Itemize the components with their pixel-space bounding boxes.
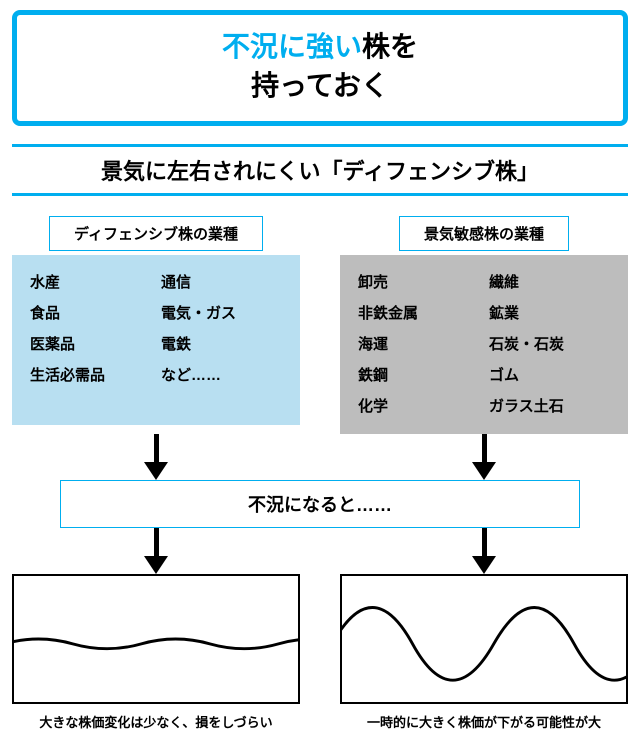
recession-bar: 不況になると…… <box>60 480 580 528</box>
sector-item: 卸売 <box>358 271 479 292</box>
recession-label: 不況になると…… <box>248 495 392 515</box>
sector-item: 海運 <box>358 333 479 354</box>
sector-item: 食品 <box>30 302 151 323</box>
sensitive-caption: 一時的に大きく株価が下がる可能性が大 <box>367 712 601 731</box>
sector-item: ガラス土石 <box>489 395 610 416</box>
arrow-down-icon <box>144 434 168 480</box>
defensive-column: ディフェンシブ株の業種 水産 通信 食品 電気・ガス 医薬品 電鉄 生活必需品 … <box>12 216 300 434</box>
sector-item: 化学 <box>358 395 479 416</box>
sector-item: など…… <box>161 364 282 385</box>
sector-item: 鉄鋼 <box>358 364 479 385</box>
sector-item: 電鉄 <box>161 333 282 354</box>
sector-item: 繊維 <box>489 271 610 292</box>
sector-item: 石炭・石炭 <box>489 333 610 354</box>
subtitle-bar: 景気に左右されにくい「ディフェンシブ株」 <box>12 144 628 196</box>
sector-item: 非鉄金属 <box>358 302 479 323</box>
subtitle-text: 景気に左右されにくい「ディフェンシブ株」 <box>101 159 539 184</box>
wave-chart-icon <box>14 576 298 702</box>
arrows-lower <box>12 528 628 574</box>
arrow-down-icon <box>472 434 496 480</box>
arrow-down-icon <box>472 528 496 574</box>
sensitive-label: 景気敏感株の業種 <box>399 216 569 251</box>
defensive-wave-col: 大きな株価変化は少なく、損をしづらい <box>12 574 300 731</box>
defensive-wave-path <box>14 639 298 649</box>
sector-item: 生活必需品 <box>30 364 151 385</box>
sector-item: 医薬品 <box>30 333 151 354</box>
defensive-caption: 大きな株価変化は少なく、損をしづらい <box>39 712 272 731</box>
defensive-wave-box <box>12 574 300 704</box>
sensitive-sector-box: 卸売 繊維 非鉄金属 鉱業 海運 石炭・石炭 鉄鋼 ゴム 化学 ガラス土石 <box>340 255 628 434</box>
sector-item: 電気・ガス <box>161 302 282 323</box>
title-box: 不況に強い株を 持っておく <box>12 10 628 126</box>
sensitive-wave-path <box>342 608 626 681</box>
title-line1: 不況に強い株を <box>37 27 603 66</box>
wave-chart-icon <box>342 576 626 702</box>
defensive-sector-box: 水産 通信 食品 電気・ガス 医薬品 電鉄 生活必需品 など…… <box>12 255 300 425</box>
sector-item: ゴム <box>489 364 610 385</box>
arrows-upper <box>12 434 628 480</box>
title-highlight: 不況に強い <box>222 31 362 62</box>
sensitive-column: 景気敏感株の業種 卸売 繊維 非鉄金属 鉱業 海運 石炭・石炭 鉄鋼 ゴム 化学… <box>340 216 628 434</box>
sensitive-wave-col: 一時的に大きく株価が下がる可能性が大 <box>340 574 628 731</box>
sector-columns: ディフェンシブ株の業種 水産 通信 食品 電気・ガス 医薬品 電鉄 生活必需品 … <box>12 216 628 434</box>
sensitive-wave-box <box>340 574 628 704</box>
defensive-label: ディフェンシブ株の業種 <box>49 216 263 251</box>
wave-columns: 大きな株価変化は少なく、損をしづらい 一時的に大きく株価が下がる可能性が大 <box>12 574 628 731</box>
sector-item: 鉱業 <box>489 302 610 323</box>
title-line2: 持っておく <box>37 66 603 105</box>
sector-item: 通信 <box>161 271 282 292</box>
sector-item: 水産 <box>30 271 151 292</box>
title-rest1: 株を <box>362 31 418 62</box>
arrow-down-icon <box>144 528 168 574</box>
